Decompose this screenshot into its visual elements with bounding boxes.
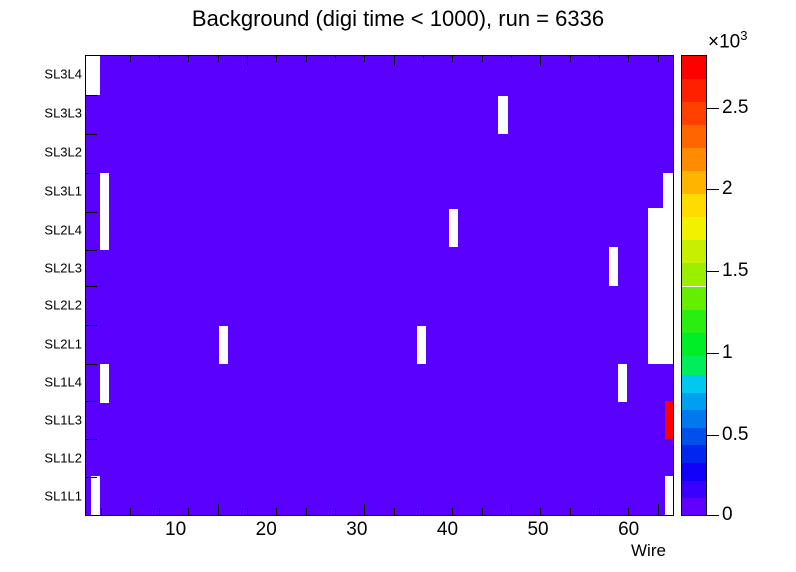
palette-tick-label: 1 [722,342,733,363]
palette-band [682,309,706,333]
empty-cell [100,212,109,250]
palette-band [682,240,706,264]
color-scale-bar-lower [681,375,707,516]
palette-band [682,286,706,310]
y-axis-label: SL2L4 [44,222,82,238]
x-axis-tick-label: 30 [346,519,368,540]
empty-cell [86,56,100,95]
empty-cell [91,476,100,515]
palette-tick-label: 1.5 [722,260,749,281]
empty-cell [219,326,228,364]
empty-cell [100,173,109,212]
empty-cell [618,364,627,402]
histogram-plot-area[interactable] [85,55,674,516]
palette-band [682,125,706,149]
empty-cell [449,209,458,247]
palette-band [682,217,706,241]
palette-tick-label: 0 [722,504,733,525]
empty-cell [417,326,426,364]
palette-exponent-base: ×10 [708,31,741,53]
page-title: Background (digi time < 1000), run = 633… [191,6,605,31]
empty-cell-block [648,208,673,364]
y-axis-label: SL2L1 [44,336,82,352]
palette-band [682,56,706,80]
y-axis-labels: SL3L4 SL3L3 SL3L2 SL3L1 SL2L4 SL2L3 SL2L… [0,55,82,516]
y-axis-label: SL2L2 [44,297,82,313]
empty-cell [498,96,508,134]
y-axis-label: SL3L4 [44,66,82,82]
palette-exponent-power: 3 [740,28,748,43]
palette-band [682,263,706,287]
empty-cell [609,247,618,286]
color-scale-axis: 2.5 2 1.5 1 0.5 0 [707,55,787,525]
y-axis-label: SL1L3 [44,412,82,428]
x-axis-title: Wire [631,541,666,560]
palette-band [682,332,706,356]
palette-exponent-label: ×103 [708,28,747,53]
heatmap-baseline-fill [86,56,673,515]
x-axis-tick-label: 10 [165,519,187,540]
y-axis-label: SL3L2 [44,144,82,160]
empty-cell [100,364,109,403]
x-axis-tick-label: 20 [255,519,277,540]
empty-cell [665,476,673,515]
palette-band [682,355,706,379]
y-axis-label: SL1L2 [44,450,82,466]
x-axis-tick-label: 40 [436,519,459,540]
palette-band [682,148,706,172]
palette-tick-label: 2.5 [722,97,749,118]
y-axis-label: SL3L3 [44,105,82,121]
palette-band [682,194,706,218]
palette-band [682,79,706,103]
hot-cell-sl1l3[interactable] [665,401,673,439]
y-axis-label: SL1L4 [44,374,82,390]
palette-tick-label: 2 [722,178,733,199]
palette-band [682,171,706,195]
x-axis-tick-label: 50 [527,519,549,540]
y-axis-label: SL2L3 [44,260,82,276]
y-axis-label: SL1L1 [44,488,82,504]
palette-tick-label: 0.5 [722,424,749,445]
y-axis-label: SL3L1 [44,183,82,199]
x-axis-tick-label: 60 [618,519,640,540]
palette-band [682,102,706,126]
